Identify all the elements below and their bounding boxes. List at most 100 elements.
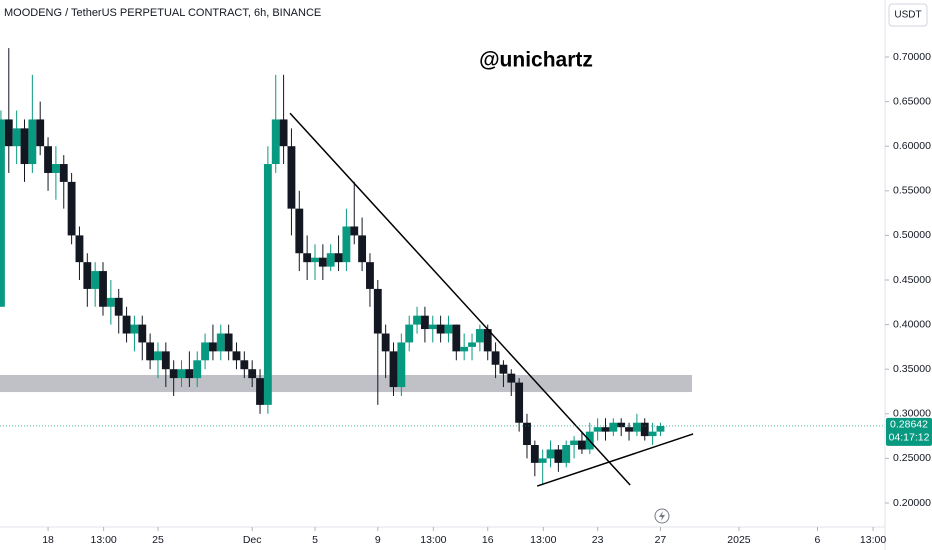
candle-body	[240, 360, 249, 370]
candle-body	[146, 342, 155, 361]
candle-body	[256, 378, 264, 405]
candle-body	[405, 324, 414, 343]
x-tick-label: 13:00	[420, 534, 446, 546]
candle-body	[428, 324, 437, 330]
candle-body	[334, 253, 343, 263]
candle-body	[169, 369, 178, 379]
candle-body	[75, 235, 84, 263]
candle-body	[554, 449, 563, 463]
candle-body	[625, 427, 633, 432]
trendline	[289, 112, 631, 486]
candle-body	[44, 146, 52, 173]
candle-body	[389, 351, 398, 388]
candle-body	[209, 342, 217, 352]
y-tick-label: 0.25000	[893, 452, 931, 464]
candle-body	[83, 262, 92, 289]
candle-body	[460, 346, 469, 352]
price-label-box	[886, 417, 932, 446]
candle-body	[295, 208, 304, 254]
candle-body	[12, 128, 21, 147]
candle-body	[193, 360, 202, 379]
candle-body	[499, 364, 508, 374]
candle-body	[303, 253, 312, 263]
candle-body	[507, 373, 516, 383]
candle-body	[201, 342, 210, 361]
candle-body	[177, 369, 186, 379]
candle-body	[444, 324, 453, 334]
candle-body	[491, 351, 500, 365]
x-tick-label: 23	[592, 534, 604, 546]
y-tick-label: 0.65000	[893, 95, 931, 107]
candle-body	[67, 181, 76, 236]
candle-body	[483, 329, 492, 352]
candle-body	[122, 315, 131, 334]
candle-body	[381, 333, 390, 352]
x-tick-label: 13:00	[530, 534, 556, 546]
x-tick-label: 13:00	[90, 534, 116, 546]
candle-body	[318, 257, 327, 267]
candle-body	[271, 119, 280, 165]
candle-body	[609, 422, 618, 432]
currency-box[interactable]	[888, 3, 928, 27]
candle-body	[648, 431, 657, 437]
candle-body	[59, 164, 68, 182]
y-tick-label: 0.40000	[893, 318, 931, 330]
candle-body	[413, 315, 421, 325]
y-tick-label: 0.45000	[893, 274, 931, 286]
candle-body	[570, 440, 579, 446]
event-icon-bolt	[659, 511, 665, 521]
candle-body	[342, 226, 351, 263]
candle-body	[373, 288, 382, 334]
candle-body	[130, 324, 139, 334]
support-zone	[0, 375, 692, 393]
candle-body	[562, 445, 571, 463]
candle-body	[106, 297, 115, 307]
candle-body	[0, 119, 5, 307]
x-tick-label: 9	[375, 534, 381, 546]
candle-body	[515, 382, 524, 423]
candle-body	[640, 422, 649, 437]
candle-body	[161, 351, 170, 370]
candle-body	[578, 440, 586, 450]
candle-body	[114, 297, 123, 316]
y-tick-label: 0.70000	[893, 51, 931, 63]
candle-body	[593, 427, 602, 432]
candle-body	[546, 449, 555, 459]
candle-body	[154, 351, 162, 361]
candle-body	[475, 329, 484, 343]
candle-body	[248, 369, 257, 379]
x-tick-label: Dec	[243, 534, 262, 546]
x-tick-label: 13:00	[860, 534, 886, 546]
candle-body	[224, 333, 233, 352]
x-tick-label: 27	[655, 534, 667, 546]
chart-title: MOODENG / TetherUS PERPETUAL CONTRACT, 6…	[4, 7, 321, 19]
candle-body	[436, 324, 445, 334]
y-tick-label: 0.55000	[893, 185, 931, 197]
y-tick-label: 0.20000	[893, 497, 931, 509]
candle-body	[99, 271, 107, 307]
price-label: 0.28642	[890, 419, 928, 431]
x-tick-label: 6	[815, 534, 821, 546]
candle-body	[617, 422, 626, 428]
x-tick-label: 5	[312, 534, 318, 546]
candle-body	[4, 119, 13, 147]
candle-body	[601, 427, 610, 432]
candle-body	[185, 369, 194, 379]
candle-body	[91, 271, 100, 289]
candle-body	[28, 119, 37, 165]
candle-body	[216, 333, 225, 352]
y-tick-label: 0.50000	[893, 229, 931, 241]
candle-body	[279, 119, 288, 147]
x-tick-label: 2025	[727, 534, 751, 546]
candle-body	[263, 164, 272, 405]
candle-body	[632, 422, 641, 432]
x-tick-label: 25	[152, 534, 164, 546]
candle-body	[366, 262, 374, 289]
trendline	[536, 433, 694, 487]
candle-body	[287, 146, 296, 209]
currency[interactable]: USDT	[894, 10, 921, 21]
candle-body	[350, 226, 359, 236]
candle-body	[468, 342, 476, 347]
